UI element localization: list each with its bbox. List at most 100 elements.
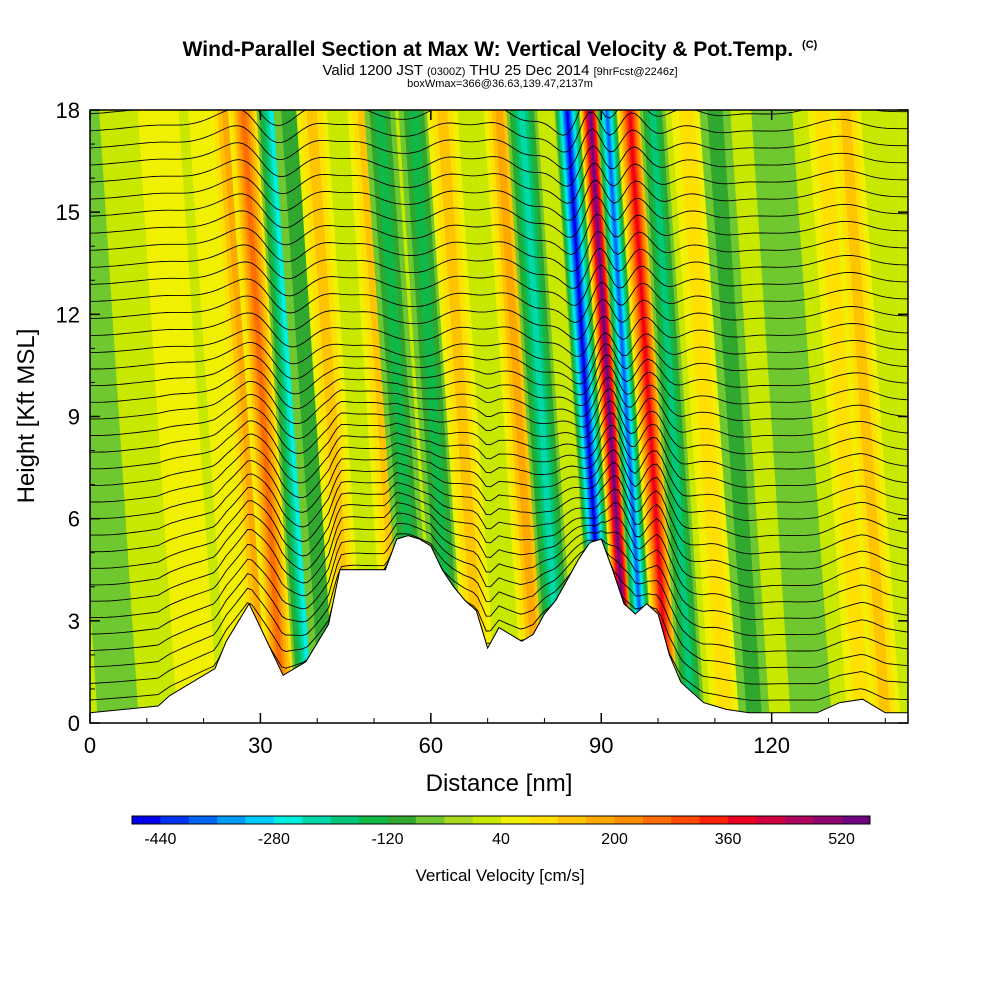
theta-contour [90,535,908,685]
plot-area [90,110,908,723]
theta-contour [90,481,908,572]
colorbar-swatch [217,816,246,824]
colorbar-title: Vertical Velocity [cm/s] [415,866,584,885]
velocity-band [579,110,640,723]
theta-contour [90,461,908,538]
velocity-band-layer [589,110,631,723]
velocity-band [137,110,219,723]
colorbar-swatch [501,816,530,824]
colorbar-swatch [160,816,190,824]
x-tick-label: 30 [248,733,272,758]
theta-contour [90,449,908,522]
colorbar-swatch [557,816,587,824]
theta-contour [90,342,908,385]
theta-contour [90,533,908,653]
x-tick-label: 0 [84,733,96,758]
theta-contour [90,424,908,488]
copyright-mark: (C) [802,39,818,51]
colorbar-swatch [813,816,842,824]
y-tick-label: 6 [68,507,80,532]
x-tick-label: 120 [753,733,790,758]
theta-contour [90,399,908,455]
colorbar-swatch [699,816,729,824]
colorbar-swatch [784,816,814,824]
colorbar-swatch [841,816,871,824]
theta-contour [90,376,908,425]
theta-contour [90,412,908,471]
velocity-band-layer [840,110,891,723]
valid-time-line: Valid 1200 JST (0300Z) THU 25 Dec 2014 [… [322,62,678,79]
velocity-band-layer [649,110,696,723]
velocity-band [699,110,770,723]
velocity-band [398,110,469,723]
colorbar-tick-label: -440 [144,831,176,848]
colorbar-swatch [415,816,445,824]
colorbar-swatch [188,816,218,824]
velocity-band-layer [408,110,459,723]
velocity-band-layer [751,110,832,723]
y-axis: 0 3 6 9 12 15 18 [56,98,908,736]
theta-contour [90,312,908,357]
velocity-band-layer [437,110,488,723]
velocity-band-layer [815,110,871,723]
velocity-band [830,110,901,723]
velocity-band-layer [605,110,648,723]
velocity-band [751,110,832,723]
velocity-band [616,110,683,723]
colorbar-swatch [728,816,757,824]
theta-contour [90,523,908,637]
theta-contour [90,491,908,588]
colorbar-tick-label: 40 [492,831,510,848]
theta-contour [90,535,908,669]
x-axis-title: Distance [nm] [426,770,573,797]
theta-contour [90,354,908,396]
y-axis-title: Height [Kft MSL] [13,329,40,504]
theta-contour [90,436,908,505]
y-tick-label: 15 [56,200,80,225]
theta-contour [90,142,908,187]
colorbar-swatch [330,816,360,824]
colorbar-swatch [132,816,161,824]
colorbar-swatch [302,816,331,824]
chart-title: Wind-Parallel Section at Max W: Vertical… [182,38,818,61]
box-info-line: boxWmax=366@36.63,139.47,2137m [407,78,593,90]
velocity-band [596,110,657,723]
y-tick-label: 0 [68,711,80,736]
colorbar-tick-label: 520 [828,831,855,848]
colorbar: -440 -280 -120 40 200 360 520 [131,815,871,848]
terrain-mask [90,535,908,723]
velocity-band-layer [495,110,543,723]
theta-contour [90,261,908,306]
colorbar-tick-label: 200 [601,831,628,848]
theta-contour [90,502,908,604]
colorbar-swatch [444,816,473,824]
theta-contour [90,159,908,204]
theta-contours [90,110,908,701]
colorbar-swatch [245,816,275,824]
theta-contour [90,244,908,289]
colorbar-swatch [614,816,644,824]
colorbar-tick-label: -120 [371,831,403,848]
velocity-band-layer [90,110,139,723]
theta-contour [90,512,908,620]
theta-contour [90,472,908,555]
velocity-band-layer [137,110,219,723]
velocity-band-layer [707,110,763,723]
theta-contour [90,295,908,341]
velocity-band-layer [628,110,671,723]
theta-contour [90,210,908,255]
x-tick-label: 90 [589,733,613,758]
colorbar-swatch [472,816,502,824]
y-tick-label: 9 [68,405,80,430]
colorbar-swatch [756,816,786,824]
x-axis: 0 30 60 90 120 [84,110,886,758]
theta-contour [90,227,908,272]
colorbar-swatch [359,816,388,824]
colorbar-tick-label: -280 [258,831,290,848]
y-tick-label: 3 [68,609,80,634]
theta-contour [90,329,908,374]
y-tick-label: 18 [56,98,80,123]
colorbar-swatch [671,816,700,824]
theta-contour [90,388,908,440]
